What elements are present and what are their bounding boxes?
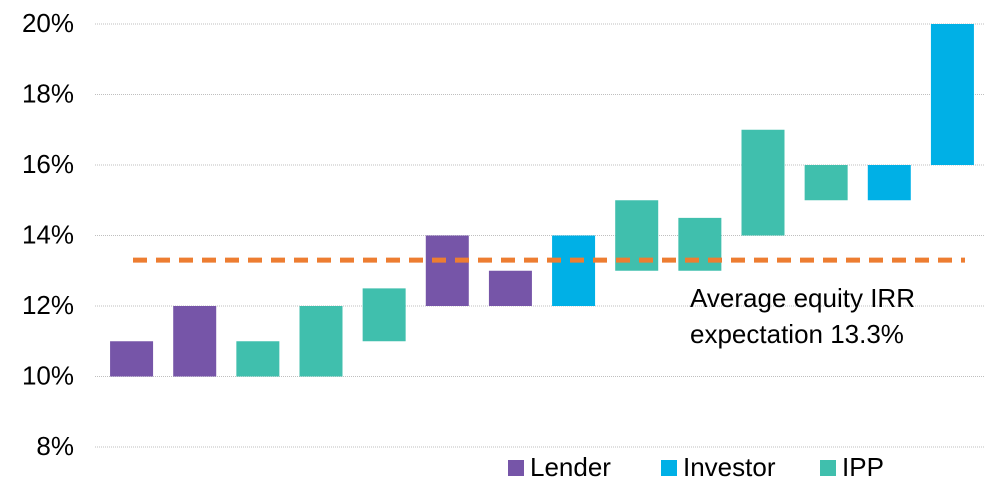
y-tick-label: 10%	[22, 360, 74, 390]
legend-swatch	[508, 460, 524, 476]
bar	[804, 165, 848, 201]
legend-label: Lender	[530, 452, 611, 482]
bar	[930, 24, 974, 165]
bar	[362, 288, 406, 342]
y-tick-label: 16%	[22, 149, 74, 179]
bar	[678, 217, 722, 271]
bar	[867, 165, 911, 201]
bar	[173, 306, 217, 377]
bar	[299, 306, 343, 377]
legend-label: IPP	[842, 452, 884, 482]
legend-swatch	[661, 460, 677, 476]
y-tick-label: 20%	[22, 8, 74, 38]
bar	[741, 129, 785, 236]
y-tick-label: 12%	[22, 290, 74, 320]
bar	[425, 235, 469, 306]
y-tick-label: 14%	[22, 219, 74, 249]
y-tick-label: 18%	[22, 78, 74, 108]
legend-label: Investor	[683, 452, 776, 482]
bar	[236, 341, 280, 377]
legend-swatch	[820, 460, 836, 476]
y-tick-label: 8%	[36, 431, 74, 461]
annotation: expectation 13.3%	[690, 319, 904, 349]
bar	[552, 235, 596, 306]
bar	[488, 270, 532, 306]
annotation: Average equity IRR	[690, 283, 915, 313]
bar	[110, 341, 154, 377]
